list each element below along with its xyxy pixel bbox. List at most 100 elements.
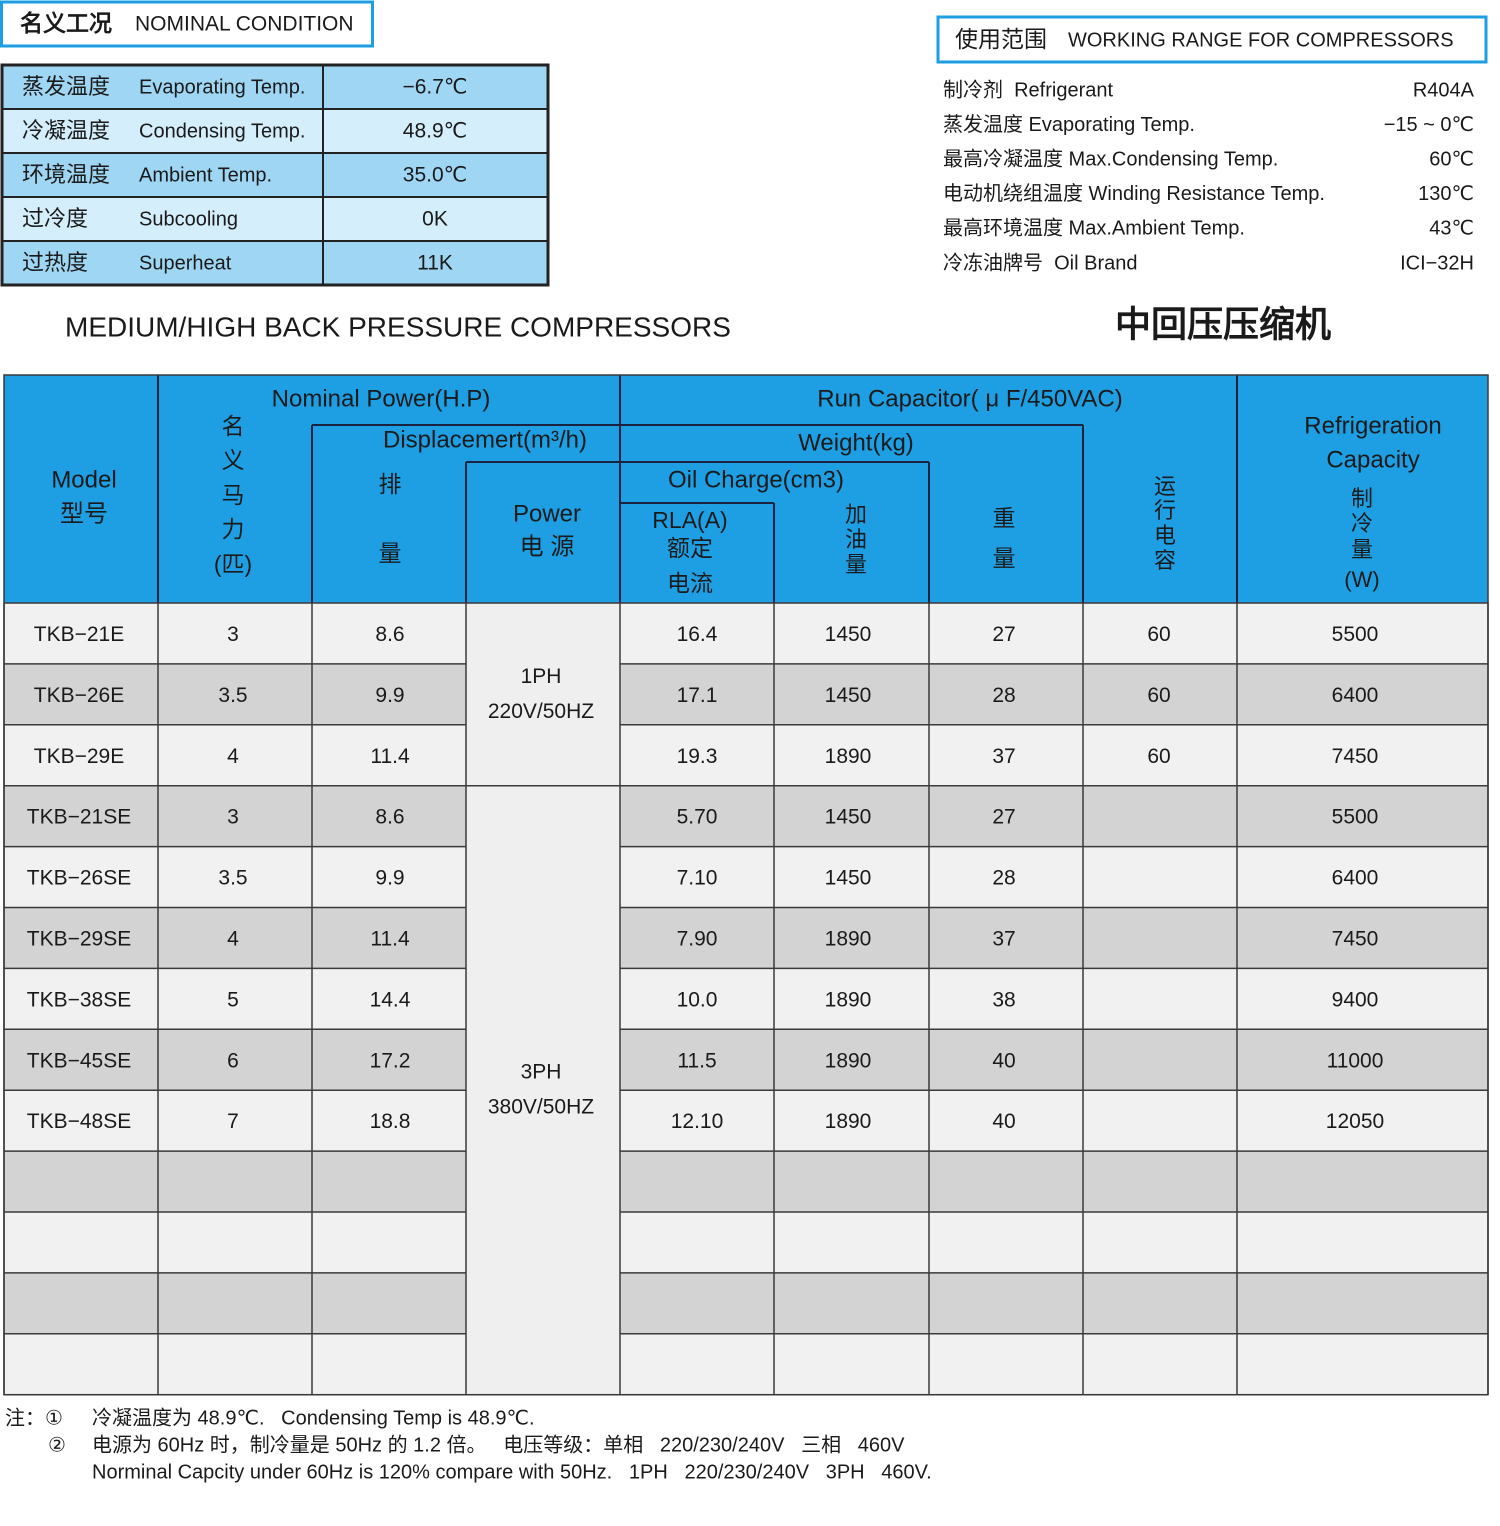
cell: 28 bbox=[992, 867, 1015, 890]
cell: 7.90 bbox=[677, 927, 718, 950]
header-text: Capacity bbox=[1326, 446, 1419, 473]
cell: 17.2 bbox=[370, 1049, 411, 1072]
value: −15 ~ 0℃ bbox=[1384, 114, 1474, 136]
title-box bbox=[936, 15, 1488, 64]
title-cn: 使用范围 bbox=[955, 26, 1047, 52]
title-en: WORKING RANGE FOR COMPRESSORS bbox=[1068, 29, 1454, 51]
header-text: Model bbox=[51, 466, 116, 493]
value: ICI−32H bbox=[1400, 252, 1474, 274]
header-text: 电 bbox=[1154, 523, 1176, 548]
cell: 9.9 bbox=[375, 684, 404, 707]
cell: TKB−29E bbox=[34, 745, 124, 768]
cell: 1450 bbox=[825, 623, 872, 646]
cell: 1890 bbox=[825, 1110, 872, 1133]
cell: 7 bbox=[227, 1110, 239, 1133]
header-text: 制 bbox=[1351, 486, 1373, 511]
cell: 3 bbox=[227, 806, 239, 829]
title-box bbox=[0, 0, 374, 48]
cell: Subcooling bbox=[139, 208, 238, 230]
merged-cell bbox=[466, 785, 620, 1395]
header-text: 电 源 bbox=[520, 533, 575, 560]
note-text: 冷凝温度为 48.9℃. Condensing Temp is 48.9℃. bbox=[92, 1406, 535, 1429]
cell: 1890 bbox=[825, 988, 872, 1011]
row-bg bbox=[4, 1090, 1488, 1152]
cell: 12050 bbox=[1326, 1110, 1384, 1133]
cell: 11000 bbox=[1327, 1049, 1384, 1072]
cell: TKB−29SE bbox=[27, 927, 131, 950]
cell: 60 bbox=[1147, 684, 1170, 707]
header-text: 义 bbox=[222, 447, 245, 473]
cell: TKB−21E bbox=[34, 623, 124, 646]
header-bg bbox=[4, 375, 1488, 603]
title-cn: 名义工况 bbox=[20, 10, 112, 36]
cell: 27 bbox=[992, 623, 1015, 646]
header-text: 名 bbox=[222, 413, 245, 439]
cell: 28 bbox=[992, 684, 1015, 707]
cell: 11K bbox=[417, 252, 453, 275]
cell: TKB−45SE bbox=[27, 1049, 131, 1072]
cell: 1450 bbox=[825, 684, 872, 707]
cell: 16.4 bbox=[677, 623, 718, 646]
cell: TKB−26SE bbox=[27, 867, 131, 890]
table-frame bbox=[3, 374, 1489, 1396]
cell: 380V/50HZ bbox=[488, 1096, 594, 1119]
cell: 0K bbox=[422, 208, 448, 231]
header-text: RLA(A) bbox=[652, 507, 727, 533]
value: R404A bbox=[1413, 79, 1475, 101]
header-text: 排 bbox=[379, 471, 402, 497]
header-text: 量 bbox=[845, 552, 867, 577]
heading-en: MEDIUM/HIGH BACK PRESSURE COMPRESSORS bbox=[65, 311, 731, 342]
cell: 环境温度 bbox=[22, 162, 110, 187]
heading-cn: 中回压压缩机 bbox=[1115, 304, 1331, 345]
row-bg bbox=[4, 1029, 1488, 1091]
cell: 37 bbox=[992, 927, 1015, 950]
row-bg bbox=[4, 1333, 1488, 1395]
cell: 35.0℃ bbox=[403, 164, 467, 187]
header-text: 重 bbox=[993, 505, 1016, 531]
cell: 37 bbox=[992, 745, 1015, 768]
cell: 1890 bbox=[825, 745, 872, 768]
cell: 5500 bbox=[1332, 806, 1379, 829]
header-text: (匹) bbox=[214, 551, 252, 577]
header-text: 额定 bbox=[667, 535, 713, 561]
cell: 19.3 bbox=[677, 745, 718, 768]
cell: 48.9℃ bbox=[403, 120, 467, 143]
cell: 27 bbox=[992, 806, 1015, 829]
cell: 7450 bbox=[1332, 745, 1379, 768]
header-text: Nominal Power(H.P) bbox=[272, 385, 491, 412]
cell: 5500 bbox=[1332, 623, 1379, 646]
header-text: Oil Charge(cm3) bbox=[668, 466, 844, 493]
header-text: 量 bbox=[1351, 537, 1373, 562]
row-bg bbox=[4, 1212, 1488, 1273]
label: 最高冷凝温度 Max.Condensing Temp. bbox=[943, 147, 1278, 170]
cell: 11.5 bbox=[677, 1049, 716, 1072]
cell: 40 bbox=[992, 1049, 1015, 1072]
cell: 9.9 bbox=[375, 867, 404, 890]
cell: 18.8 bbox=[370, 1110, 411, 1133]
header-text: 马 bbox=[222, 482, 245, 508]
label: 最高环境温度 Max.Ambient Temp. bbox=[943, 217, 1245, 240]
note-marker: ② bbox=[48, 1434, 66, 1456]
cell: TKB−48SE bbox=[27, 1110, 131, 1133]
cell: 17.1 bbox=[677, 684, 718, 707]
cell: 7450 bbox=[1332, 927, 1379, 950]
cell: 7.10 bbox=[677, 867, 718, 890]
cell: 3.5 bbox=[218, 684, 247, 707]
header-text: 量 bbox=[993, 545, 1016, 571]
header-text: Run Capacitor( μ F/450VAC) bbox=[817, 385, 1123, 412]
cell: 38 bbox=[992, 988, 1015, 1011]
header-text: (W) bbox=[1344, 567, 1379, 592]
label: 冷冻油牌号 Oil Brand bbox=[943, 251, 1137, 274]
header-text: 型号 bbox=[60, 500, 108, 527]
cell: −6.7℃ bbox=[402, 76, 467, 99]
header-text: 运 bbox=[1154, 474, 1176, 499]
cell: 60 bbox=[1147, 623, 1170, 646]
header-text: Weight(kg) bbox=[798, 429, 914, 456]
cell: 4 bbox=[227, 745, 239, 768]
cell: 4 bbox=[227, 927, 239, 950]
row-bg bbox=[4, 968, 1488, 1030]
header-text: Power bbox=[513, 500, 581, 527]
title-en: NOMINAL CONDITION bbox=[135, 13, 354, 36]
